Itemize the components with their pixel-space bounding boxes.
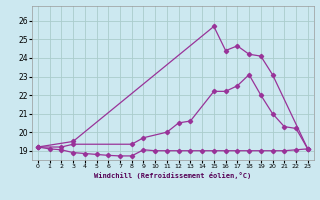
X-axis label: Windchill (Refroidissement éolien,°C): Windchill (Refroidissement éolien,°C)	[94, 172, 252, 179]
